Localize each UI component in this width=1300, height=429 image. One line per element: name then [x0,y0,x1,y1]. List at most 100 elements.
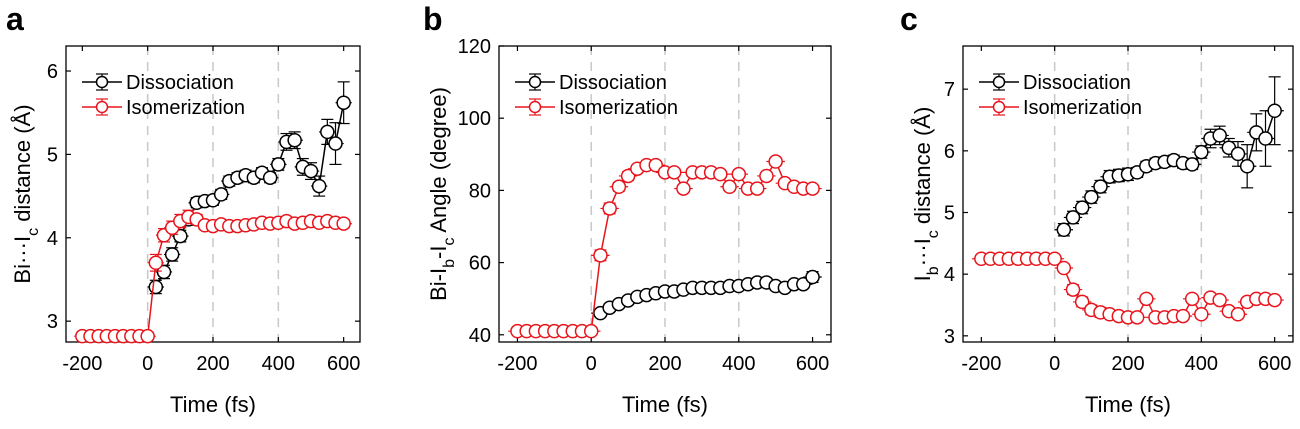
data-point [1074,294,1090,310]
x-axis-label: Time (fs) [170,392,256,417]
y-tick-label: 120 [458,36,491,58]
data-point [593,248,608,263]
y-tick-label: 6 [944,141,955,163]
legend-marker [992,75,1006,89]
panel-b: b -200 0 200 400 600 40 60 80 100 120 Time (fs) Bi-I… [423,1,832,417]
series-dissociation [591,269,822,321]
data-point [287,132,302,148]
data-point [666,165,682,180]
panel-c: c -200 0 200 400 600 3 4 5 6 7 Time (fs) Ib···Ic dis… [900,1,1294,417]
data-point [1084,189,1099,205]
y-tick-label: 60 [469,253,491,275]
data-point [1056,260,1072,276]
data-point [731,166,747,182]
data-point [311,178,327,194]
data-point [805,269,820,285]
data-point [148,279,164,295]
x-tick-label: 600 [1258,353,1291,375]
data-point [320,124,335,140]
series-line [155,102,345,288]
data-point [1230,146,1246,162]
legend-marker [528,100,542,114]
x-tick-label: 0 [586,353,597,375]
y-axis-label: Ib···Ic distance (Å) [910,107,942,282]
data-point [336,216,351,231]
data-point [1212,292,1227,308]
data-point [1065,210,1081,225]
x-tick-label: 200 [196,353,229,375]
series-isomerization [74,209,352,344]
data-point [1065,282,1081,297]
series-isomerization [508,154,822,339]
data-point [262,170,278,185]
data-point [1267,292,1282,308]
data-point [148,255,164,271]
data-point [583,323,599,339]
data-point [213,187,229,202]
data-point [1139,291,1154,307]
data-point [1056,222,1072,238]
panel-letter: c [900,1,918,37]
data-point [722,179,737,195]
y-axis-label: Bi-Ib-Ic Angle (degree) [426,87,458,301]
legend: Dissociation Isomerization [515,72,678,119]
legend-marker [95,100,109,114]
legend-marker [528,75,542,89]
data-point [602,201,617,216]
data-point [1184,291,1200,307]
x-tick-label: 200 [1111,353,1144,375]
data-point [611,179,627,195]
x-tick-label: -200 [62,353,102,375]
legend-marker [992,100,1006,114]
data-point [1194,144,1209,160]
y-tick-label: 5 [944,203,955,225]
legend-label: Dissociation [126,72,234,94]
data-point [1267,103,1282,118]
x-tick-label: 200 [648,353,681,375]
data-point [713,166,728,182]
x-tick-label: 600 [796,353,829,375]
data-point [768,154,783,169]
legend-label: Dissociation [559,72,667,94]
data-point [749,181,765,196]
y-axis-label: Bi···Ic distance (Å) [10,104,42,283]
x-tick-label: 0 [142,353,153,375]
y-tick-label: 5 [47,144,58,166]
data-point [164,247,180,262]
series-dissociation [147,81,352,295]
y-tick-label: 40 [469,325,491,347]
series-dissociation [1054,76,1284,238]
y-tick-label: 4 [944,264,955,286]
x-tick-label: -200 [961,353,1001,375]
y-tick-label: 100 [458,108,491,130]
data-point [1184,157,1200,172]
data-point [1047,251,1062,266]
data-point [805,181,820,196]
y-tick-label: 3 [944,326,955,348]
data-point [140,328,155,344]
y-tick-label: 4 [47,228,58,250]
x-tick-label: 0 [1049,353,1060,375]
data-point [336,95,351,110]
series-isomerization [972,251,1284,325]
x-tick-label: 400 [722,353,755,375]
data-point [1129,310,1145,325]
data-point [1194,307,1209,322]
x-axis-label: Time (fs) [622,392,708,417]
data-point [1258,131,1273,146]
data-point [676,181,691,196]
x-tick-label: 400 [262,353,295,375]
y-tick-label: 7 [944,79,955,101]
data-point [303,163,319,179]
legend-label: Dissociation [1023,72,1131,94]
data-point [1230,307,1246,322]
panel-letter: b [423,1,443,37]
x-axis-label: Time (fs) [1085,392,1171,417]
legend-label: Isomerization [559,97,678,119]
data-point [328,136,343,151]
data-point [759,168,774,184]
x-tick-label: 400 [1185,353,1218,375]
data-point [271,157,286,172]
legend: Dissociation Isomerization [979,72,1142,119]
legend-marker [95,75,109,89]
